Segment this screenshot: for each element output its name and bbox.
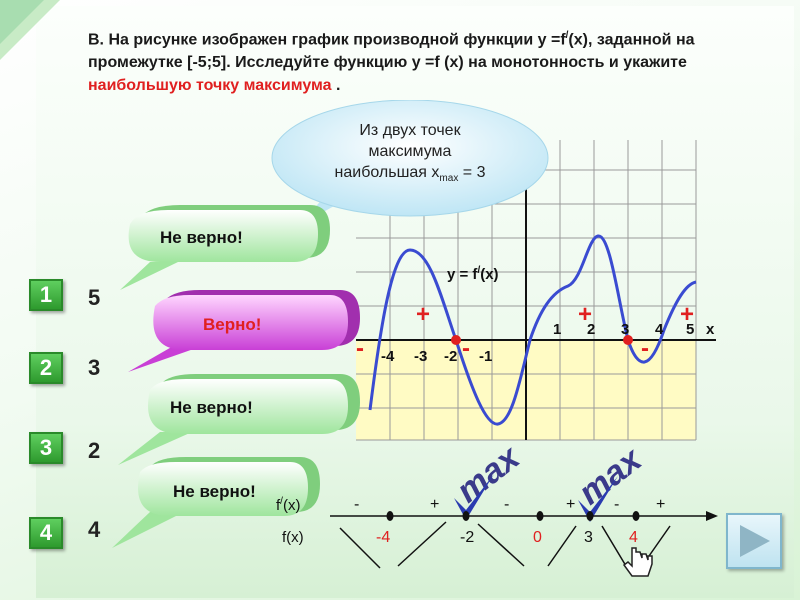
point-value-1: -4 [376,529,390,546]
tick-5: 5 [686,321,694,338]
sign-line-sign-2: + [430,496,439,513]
tick-neg-2: -2 [444,348,457,365]
derivative-graph: -4 -3 -2 -1 1 2 3 4 5 x y = f/(x) - + - … [356,130,716,441]
sign-line-sign-3: - [504,496,509,513]
sign-minus-3: - [641,335,649,362]
f-label: f(x) [282,529,304,546]
point-value-4: 3 [584,529,593,546]
slide-corner-decoration [0,0,60,60]
check-icon-1 [454,474,494,520]
arrow-right-icon [740,525,770,557]
hand-cursor-icon [622,547,653,577]
tick-neg-3: -3 [414,348,427,365]
tick-2: 2 [587,321,595,338]
max-label-2: max [572,440,651,512]
point-value-2: -2 [460,529,474,546]
sign-plus-3: + [680,301,694,328]
tick-4: 4 [655,321,664,338]
sign-plus-1: + [416,301,430,328]
sign-line-sign-6: + [656,496,665,513]
point-value-5: 4 [629,529,638,546]
monotonicity-arrows [339,521,671,569]
option-1-answer[interactable]: 5 [88,285,101,310]
sign-point-2 [462,511,470,521]
tick-1: 1 [553,321,561,338]
next-slide-button[interactable] [726,513,782,569]
derivative-curve [368,234,697,426]
max-label-1: max [450,440,529,510]
option-3-button[interactable]: 3 [29,432,63,464]
grid-lines [356,140,697,441]
question-highlight: наибольшую точку максимума [88,77,332,95]
option-4-answer[interactable]: 4 [88,517,101,542]
x-axis-label: x [706,321,715,338]
sign-chart: max max f/(x) f(x) - + - + - + -4 -2 0 3… [276,440,718,569]
sign-line-sign-4: + [566,496,575,513]
function-label: y = f/(x) [447,265,499,283]
point-value-3: 0 [533,529,542,546]
hint-text: Из двух точек максимума наибольшая xmax … [334,122,486,185]
option-2-answer[interactable]: 3 [88,355,101,380]
sign-minus-2: - [462,335,470,362]
feedback-4: Не верно! [173,482,256,501]
check-icon-2 [578,476,618,522]
option-2-button[interactable]: 2 [29,352,63,384]
feedback-bubbles [112,205,360,548]
option-1-button[interactable]: 1 [29,279,63,311]
question-text: В. На рисунке изображен график производн… [88,30,695,95]
sign-line-sign-1: - [354,496,359,513]
feedback-1: Не верно! [160,228,243,247]
tick-neg-1: -1 [479,348,492,365]
critical-point-3 [623,335,633,345]
sign-minus-1: - [356,335,364,362]
sign-point-4 [586,511,594,521]
sign-plus-2: + [578,301,592,328]
feedback-2: Верно! [203,315,262,334]
tick-3: 3 [621,321,629,338]
sign-line-sign-5: - [614,496,619,513]
fprime-label: f/(x) [276,496,300,514]
feedback-3: Не верно! [170,398,253,417]
sign-point-1 [386,511,394,521]
sign-point-5 [632,511,640,521]
option-4-button[interactable]: 4 [29,517,63,549]
tick-neg-4: -4 [381,348,395,365]
option-3-answer[interactable]: 2 [88,438,101,463]
sign-point-3 [536,511,544,521]
critical-point-minus-2 [451,335,461,345]
